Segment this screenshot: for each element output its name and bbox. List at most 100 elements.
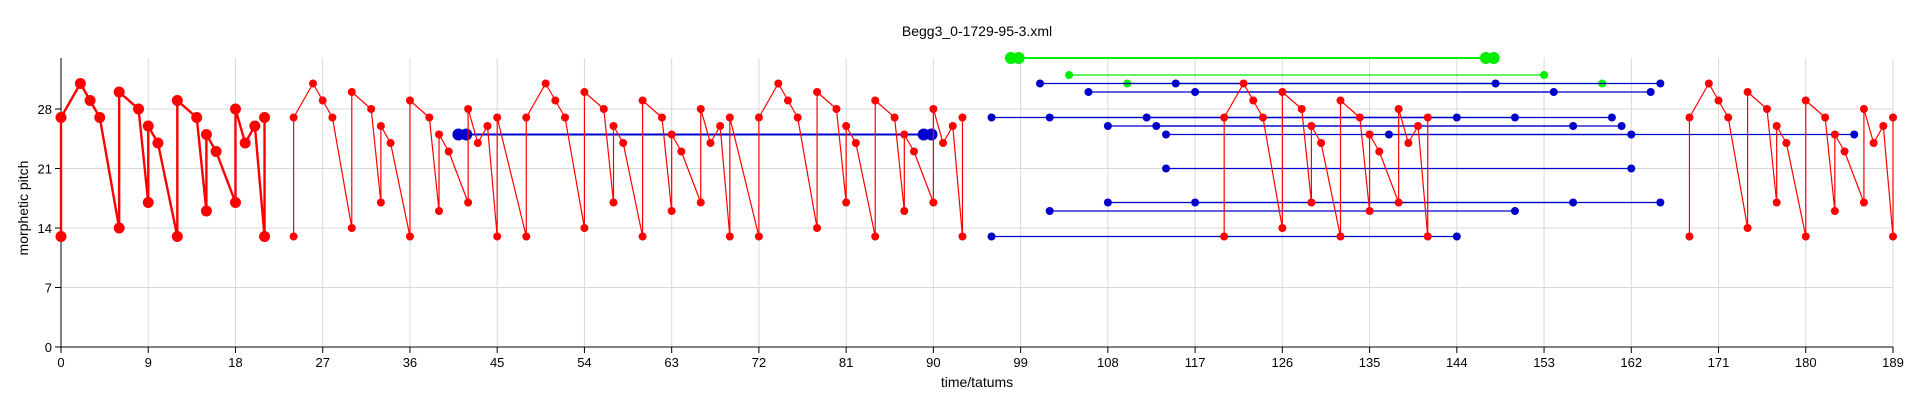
data-point: [133, 103, 145, 115]
data-point: [793, 113, 802, 122]
y-tick-label: 28: [38, 102, 52, 117]
segment-endpoint: [1656, 198, 1665, 207]
data-point: [1297, 105, 1306, 113]
data-point: [1889, 232, 1897, 241]
data-point: [435, 130, 444, 139]
data-point: [94, 112, 106, 123]
data-point: [1859, 198, 1868, 207]
x-tick-label: 135: [1359, 355, 1381, 370]
data-point: [405, 232, 414, 241]
data-point: [541, 79, 550, 88]
data-point: [239, 137, 251, 149]
x-tick-label: 0: [57, 355, 64, 370]
data-point: [1278, 224, 1287, 232]
data-point: [1365, 130, 1374, 139]
segment-endpoint: [1646, 88, 1655, 96]
data-point: [435, 207, 444, 215]
data-point: [483, 122, 492, 130]
data-point: [522, 232, 531, 241]
data-point: [1724, 113, 1733, 122]
data-point: [191, 112, 203, 123]
data-point: [55, 231, 67, 242]
segment-endpoint: [987, 113, 996, 122]
data-point: [1889, 113, 1897, 122]
data-point: [1414, 122, 1423, 130]
data-point: [1879, 122, 1888, 130]
chart-title: Begg3_0-1729-95-3.xml: [902, 23, 1052, 39]
y-tick-label: 14: [38, 221, 52, 236]
data-point: [171, 231, 183, 242]
segment-endpoint: [987, 232, 996, 241]
data-point: [1782, 139, 1791, 147]
data-point: [1743, 88, 1752, 96]
data-point: [347, 224, 356, 232]
data-point: [1355, 113, 1364, 122]
data-point: [783, 96, 792, 105]
segment-endpoint: [1617, 122, 1626, 130]
data-point: [609, 122, 618, 130]
x-tick-label: 45: [490, 355, 504, 370]
data-point: [113, 222, 125, 234]
x-tick-label: 162: [1620, 355, 1642, 370]
data-point: [444, 147, 453, 156]
data-point: [1762, 105, 1771, 113]
segment-endpoint: [1012, 52, 1025, 64]
data-point: [638, 232, 647, 241]
data-point: [706, 139, 715, 147]
segment-endpoint: [925, 128, 938, 141]
data-point: [1859, 105, 1868, 113]
data-point: [1307, 122, 1316, 130]
x-tick-label: 63: [664, 355, 678, 370]
x-tick-label: 9: [145, 355, 152, 370]
data-point: [1772, 122, 1781, 130]
axes-layer: 0 9 18 27 36 45 54 63 72 81 90 99 108 117 126 135 144 153…: [38, 58, 1904, 370]
segment-endpoint: [1487, 52, 1500, 64]
data-point: [599, 105, 608, 113]
data-point: [851, 139, 860, 147]
segment-endpoint: [1510, 207, 1519, 215]
segment-endpoint: [1171, 79, 1180, 88]
x-tick-label: 153: [1533, 355, 1555, 370]
data-point: [200, 129, 212, 140]
segment-endpoint: [1103, 122, 1112, 130]
data-point: [405, 96, 414, 105]
data-point: [1317, 139, 1326, 147]
data-point: [551, 96, 560, 105]
data-point: [347, 88, 356, 96]
data-point: [609, 198, 618, 207]
segment-endpoint: [1162, 130, 1171, 139]
data-point: [580, 224, 589, 232]
data-point: [142, 197, 154, 208]
segment-endpoint: [1191, 198, 1200, 207]
data-point: [929, 105, 938, 113]
data-point: [716, 122, 725, 130]
data-point: [367, 105, 376, 113]
series-line: [293, 82, 964, 238]
data-point: [667, 207, 676, 215]
data-point: [328, 113, 337, 122]
data-point: [900, 130, 909, 139]
data-point: [890, 113, 899, 122]
data-point: [832, 105, 841, 113]
data-point: [1375, 147, 1384, 156]
data-point: [289, 113, 298, 122]
x-tick-label: 81: [839, 355, 853, 370]
data-point: [376, 122, 385, 130]
data-point: [113, 86, 125, 98]
data-point: [1743, 224, 1752, 232]
data-point: [152, 137, 164, 149]
y-tick-label: 7: [45, 281, 52, 296]
data-point: [210, 146, 222, 157]
segment-endpoint: [1162, 164, 1171, 173]
data-point: [725, 232, 734, 241]
data-point: [1394, 198, 1403, 207]
data-point: [1220, 113, 1229, 122]
data-point: [667, 130, 676, 139]
data-point: [1821, 113, 1830, 122]
segment-endpoint: [1607, 113, 1616, 122]
data-point: [493, 232, 502, 241]
segment-endpoint: [1152, 122, 1161, 130]
data-point: [1423, 113, 1432, 122]
data-point: [842, 198, 851, 207]
data-point: [619, 139, 628, 147]
